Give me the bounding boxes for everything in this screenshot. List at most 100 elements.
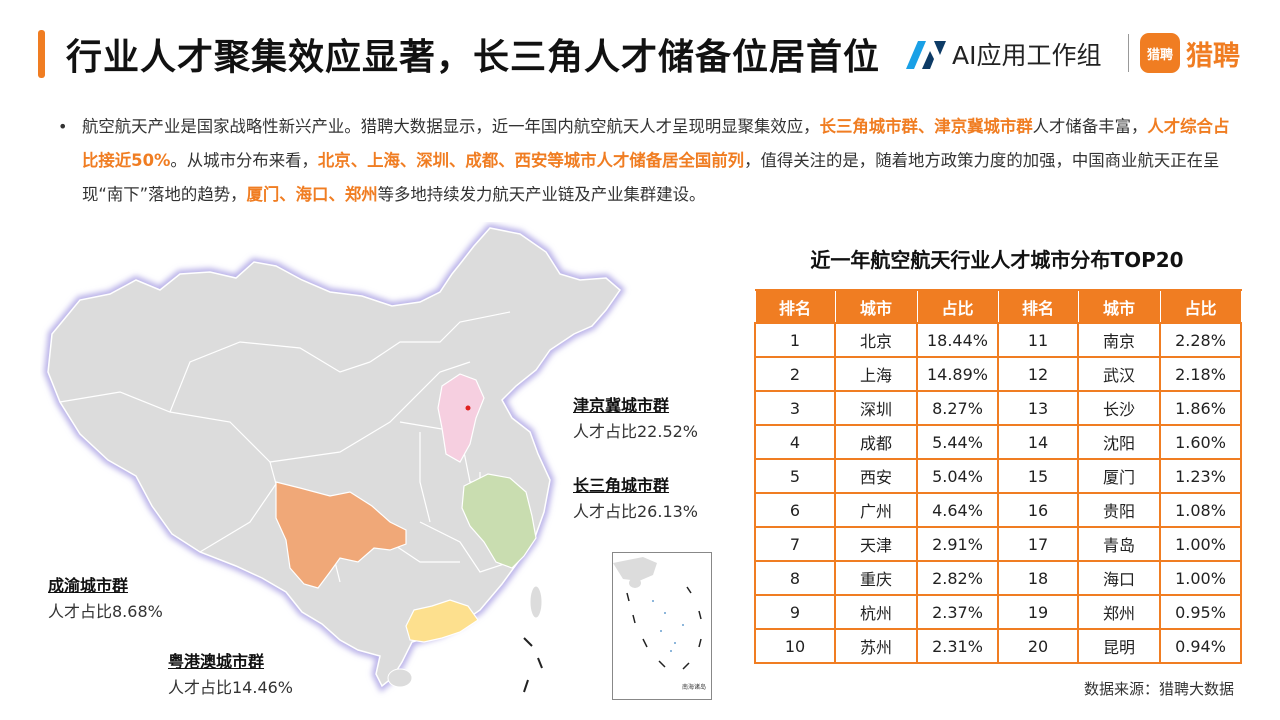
nine-dash-line — [523, 637, 543, 693]
ai-workgroup-text: AI应用工作组 — [952, 41, 1102, 70]
region-name: 长三角城市群 — [573, 476, 670, 495]
cell-rank: 2 — [754, 356, 836, 392]
table-row: 4 成都 5.44% 14 沈阳 1.60% — [754, 424, 1242, 460]
cell-share: 1.00% — [1159, 560, 1242, 596]
cell-city: 长沙 — [1077, 390, 1161, 426]
bullet-dot: • — [58, 117, 68, 136]
table-title: 近一年航空航天行业人才城市分布TOP20 — [810, 248, 1184, 272]
table-row: 5 西安 5.04% 15 厦门 1.23% — [754, 458, 1242, 494]
city-ranking-table: 排名 城市 占比 排名 城市 占比 1 北京 18.44% 11 南京 2.28% 2 上海 1… — [754, 289, 1242, 664]
intro-paragraph: 航空航天产业是国家战略性新兴产业。猎聘大数据显示，近一年国内航空航天人才呈现明显… — [82, 110, 1242, 212]
cell-rank: 19 — [997, 594, 1079, 630]
cell-city: 贵阳 — [1077, 492, 1161, 528]
cell-rank: 13 — [997, 390, 1079, 426]
cell-share: 14.89% — [916, 356, 999, 392]
intro-paragraph-block: • 航空航天产业是国家战略性新兴产业。猎聘大数据显示，近一年国内航空航天人才呈现… — [58, 110, 1248, 212]
cell-rank: 14 — [997, 424, 1079, 460]
title-accent-bar — [38, 30, 45, 78]
cell-rank: 9 — [754, 594, 836, 630]
cell-rank: 18 — [997, 560, 1079, 596]
cell-rank: 8 — [754, 560, 836, 596]
cell-rank: 5 — [754, 458, 836, 494]
table-row: 7 天津 2.91% 17 青岛 1.00% — [754, 526, 1242, 562]
china-map — [40, 222, 720, 700]
cell-city: 重庆 — [834, 560, 918, 596]
cell-share: 2.28% — [1159, 322, 1242, 358]
region-name: 粤港澳城市群 — [168, 652, 265, 671]
cell-rank: 10 — [754, 628, 836, 664]
cell-city: 昆明 — [1077, 628, 1161, 664]
cell-rank: 3 — [754, 390, 836, 426]
cell-city: 天津 — [834, 526, 918, 562]
table-row: 10 苏州 2.31% 20 昆明 0.94% — [754, 628, 1242, 664]
intro-text: 人才储备丰富， — [1032, 117, 1148, 136]
table-row: 2 上海 14.89% 12 武汉 2.18% — [754, 356, 1242, 392]
liepin-brand-text: 猎聘 — [1186, 40, 1240, 72]
cell-rank: 1 — [754, 322, 836, 358]
cell-share: 5.04% — [916, 458, 999, 494]
cell-share: 2.18% — [1159, 356, 1242, 392]
chengyu-region — [275, 481, 407, 589]
intro-highlight: 人才综合占比接近50% — [82, 117, 1230, 170]
cell-rank: 6 — [754, 492, 836, 528]
intro-text: 等多地持续发力航天产业链及产业集群建设。 — [377, 185, 706, 204]
header-rank: 排名 — [997, 289, 1079, 324]
cell-share: 1.23% — [1159, 458, 1242, 494]
liepin-brand: 猎聘 猎聘 — [1140, 33, 1240, 73]
region-name: 津京冀城市群 — [573, 396, 670, 415]
cell-city: 沈阳 — [1077, 424, 1161, 460]
yangtze-delta-region — [461, 473, 537, 569]
cell-share: 2.31% — [916, 628, 999, 664]
cell-share: 18.44% — [916, 322, 999, 358]
region-share: 人才占比22.52% — [573, 422, 699, 441]
cell-rank: 20 — [997, 628, 1079, 664]
beijing-marker — [465, 405, 471, 411]
hainan-island — [387, 668, 413, 688]
cell-city: 武汉 — [1077, 356, 1161, 392]
intro-highlight: 北京、上海、深圳、成都、西安等城市人才储备居全国前列 — [317, 151, 745, 170]
intro-text: 。从城市分布来看， — [170, 151, 318, 170]
cell-city: 深圳 — [834, 390, 918, 426]
region-label-chengyu: 成渝城市群 人才占比8.68% — [48, 572, 163, 622]
table-row: 8 重庆 2.82% 18 海口 1.00% — [754, 560, 1242, 596]
region-share: 人才占比8.68% — [48, 602, 163, 621]
region-label-yangtze-delta: 长三角城市群 人才占比26.13% — [573, 472, 698, 522]
region-label-jingjinji: 津京冀城市群 人才占比22.52% — [573, 392, 698, 442]
region-share: 人才占比14.46% — [168, 678, 294, 697]
header-city: 城市 — [834, 289, 918, 324]
cell-share: 5.44% — [916, 424, 999, 460]
ai-workgroup-brand: AI应用工作组 — [904, 34, 1101, 74]
cell-city: 青岛 — [1077, 526, 1161, 562]
south-china-sea-svg — [613, 557, 702, 670]
inset-caption: 南海诸岛 — [682, 684, 707, 691]
cell-share: 1.86% — [1159, 390, 1242, 426]
intro-text: ，值得关注的是，随着地方政策力度的加强，中国商业航天正在呈现“南下”落地的趋势， — [82, 151, 1220, 204]
china-outline — [47, 227, 622, 688]
table-row: 9 杭州 2.37% 19 郑州 0.95% — [754, 594, 1242, 630]
table-row: 6 广州 4.64% 16 贵阳 1.08% — [754, 492, 1242, 528]
data-source-note: 数据来源：猎聘大数据 — [1083, 680, 1234, 698]
cell-city: 广州 — [834, 492, 918, 528]
cell-rank: 12 — [997, 356, 1079, 392]
cell-rank: 17 — [997, 526, 1079, 562]
cell-city: 南京 — [1077, 322, 1161, 358]
taiwan-island — [529, 585, 543, 619]
cell-city: 厦门 — [1077, 458, 1161, 494]
region-name: 成渝城市群 — [48, 576, 129, 595]
cell-share: 4.64% — [916, 492, 999, 528]
page-title: 行业人才聚集效应显著，长三角人才储备位居首位 — [66, 37, 881, 78]
table-row: 3 深圳 8.27% 13 长沙 1.86% — [754, 390, 1242, 426]
greater-bay-region — [405, 599, 479, 643]
liepin-logo-icon: 猎聘 — [1140, 33, 1180, 73]
table-header-row: 排名 城市 占比 排名 城市 占比 — [754, 289, 1242, 324]
cell-share: 1.08% — [1159, 492, 1242, 528]
brand-divider — [1128, 34, 1129, 72]
intro-highlight: 厦门、海口、郑州 — [246, 185, 378, 204]
cell-rank: 16 — [997, 492, 1079, 528]
cell-city: 成都 — [834, 424, 918, 460]
south-china-sea-inset — [612, 552, 712, 700]
cell-rank: 11 — [997, 322, 1079, 358]
cell-share: 1.60% — [1159, 424, 1242, 460]
cell-city: 杭州 — [834, 594, 918, 630]
header-share: 占比 — [916, 289, 999, 324]
